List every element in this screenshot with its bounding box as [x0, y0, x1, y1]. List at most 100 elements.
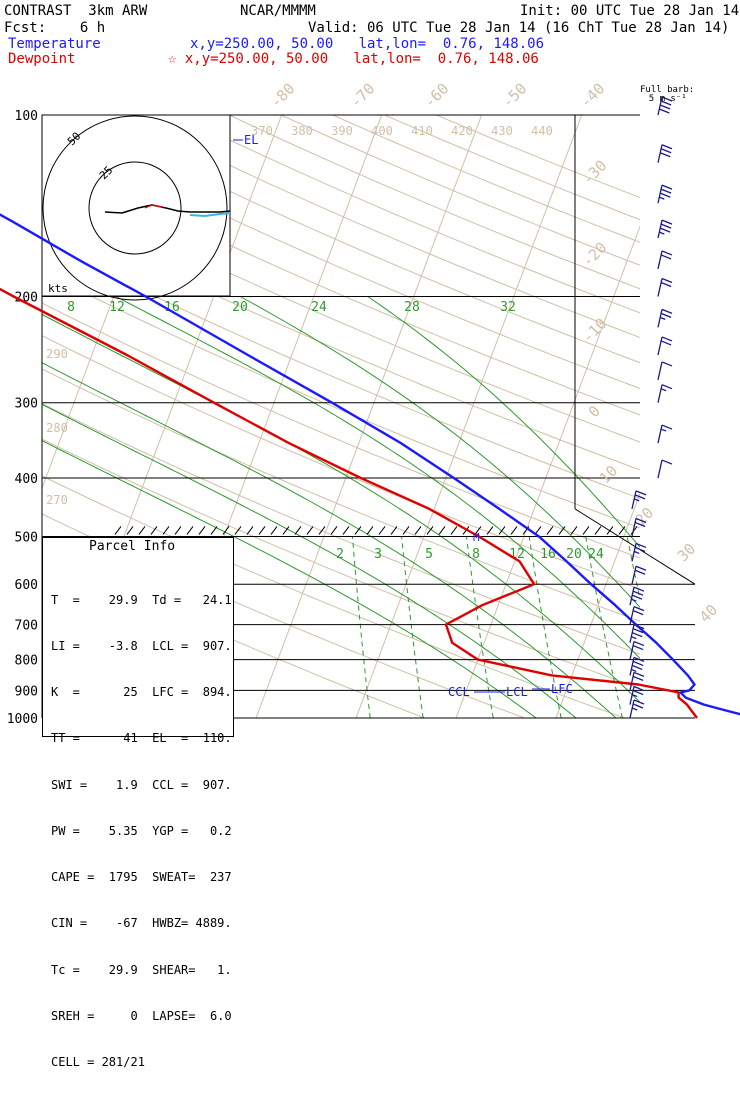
- wind-barb-flag: [632, 703, 644, 709]
- wind-barb-flag: [660, 281, 672, 288]
- parcel-row: CIN = -67 HWBZ= 4889.: [51, 916, 232, 931]
- parcel-info-title: Parcel Info: [89, 539, 176, 554]
- chart-title: CONTRAST 3km ARW: [4, 3, 148, 19]
- wind-barb-flag: [631, 594, 643, 600]
- dry-adiabat: [42, 210, 640, 471]
- dry-adiabat: [42, 152, 640, 416]
- hatch-mark: [330, 526, 338, 535]
- moist-adiabat-label: 24: [311, 300, 327, 315]
- hatch-mark: [138, 526, 146, 535]
- wind-barb-flag: [631, 632, 643, 638]
- moist-adiabat-label: 12: [109, 300, 125, 315]
- isotherm-line: [555, 492, 640, 718]
- temperature-location: x,y=250.00, 50.00 lat,lon= 0.76, 148.06: [190, 36, 545, 52]
- hatch-mark: [558, 526, 566, 535]
- wind-barb-staff: [629, 624, 635, 643]
- wind-barb-half: [660, 428, 667, 432]
- moist-adiabat-label: 20: [232, 300, 248, 315]
- dewpoint-profile: [0, 287, 698, 719]
- wind-barb-half: [633, 550, 640, 555]
- wind-barb-half: [631, 668, 637, 673]
- dry-adiabat: [42, 240, 640, 500]
- wind-barb-flag: [634, 569, 646, 575]
- mixing-ratio-line: [585, 536, 623, 718]
- hatch-mark: [354, 526, 362, 535]
- wind-barb-staff: [657, 144, 663, 163]
- hatch-mark: [270, 526, 278, 535]
- moist-adiabat-label: 8: [67, 300, 75, 315]
- theta-label: 390: [331, 124, 353, 138]
- hatch-mark: [630, 526, 638, 535]
- wind-barb-flag: [632, 689, 644, 696]
- wind-barb-half: [631, 598, 637, 602]
- wind-barb-flag: [633, 624, 645, 630]
- mixing-ratio-label: 8: [472, 547, 480, 562]
- hatch-mark: [222, 526, 230, 535]
- parcel-row: Tc = 29.9 SHEAR= 1.: [51, 962, 232, 977]
- theta-label: 370: [251, 124, 273, 138]
- pressure-tick-label: 900: [15, 684, 38, 699]
- mixing-ratio-label: 24: [588, 547, 604, 562]
- dewpoint-legend: Dewpoint: [8, 51, 76, 67]
- dry-adiabat: [42, 270, 640, 529]
- theta-label: 280: [46, 421, 68, 435]
- wind-barb-staff: [657, 219, 663, 239]
- wind-barb-staff: [657, 250, 663, 270]
- wind-barb-flag: [661, 384, 673, 390]
- wind-barb-staff: [631, 543, 637, 562]
- wind-barb-flag: [660, 148, 672, 154]
- hatch-mark: [546, 526, 554, 535]
- wind-barb-flag: [659, 192, 671, 198]
- wind-barb-flag: [661, 459, 673, 465]
- hodograph-ring-25: [88, 161, 182, 255]
- wind-barb-half: [659, 196, 665, 200]
- pressure-tick-label: 1000: [7, 712, 38, 727]
- hatch-mark: [234, 526, 242, 535]
- theta-label: 290: [46, 347, 68, 361]
- wind-barb-flag: [659, 152, 671, 158]
- pressure-tick-label: 500: [15, 530, 38, 545]
- wind-barb-staff: [629, 657, 635, 676]
- wind-barb-flag: [661, 144, 673, 150]
- theta-label: 400: [371, 124, 393, 138]
- wind-barb-flag: [661, 184, 673, 190]
- temperature-legend: Temperature: [8, 36, 101, 52]
- hatch-mark: [114, 526, 122, 535]
- hodograph-frame: [41, 114, 231, 297]
- pressure-tick-label: 600: [15, 578, 38, 593]
- wind-barb-flag: [633, 685, 645, 692]
- wind-barb-half: [660, 388, 667, 392]
- mixing-ratio-line: [528, 536, 562, 718]
- wind-barb-flag: [633, 586, 645, 592]
- hatch-mark: [498, 526, 506, 535]
- dry-adiabat: [42, 181, 640, 443]
- wind-barb-flag: [633, 605, 645, 612]
- hodograph-ring-50: [42, 115, 228, 301]
- wind-barb-half: [659, 231, 665, 235]
- wind-barb-half: [631, 636, 637, 640]
- wind-barb-flag: [633, 671, 645, 678]
- init-time: Init: 00 UTC Tue 28 Jan 14: [520, 3, 740, 19]
- pressure-tick-label: 800: [15, 654, 38, 669]
- hatch-mark: [570, 526, 578, 535]
- hatch-mark: [606, 526, 614, 535]
- dewpoint-location: ☆ x,y=250.00, 50.00 lat,lon= 0.76, 148.0…: [168, 51, 539, 67]
- parcel-info-panel: Parcel Info T = 29.9 Td = 24.1 LI = -3.8…: [42, 537, 234, 1069]
- wind-barb-flag: [660, 188, 672, 194]
- hatch-mark: [198, 526, 206, 535]
- wind-barb-staff: [631, 518, 637, 537]
- wind-barb-staff: [629, 641, 635, 660]
- parcel-row: TT = 41 EL = 110.: [51, 731, 232, 746]
- dry-adiabat: [42, 403, 640, 655]
- parcel-row: K = 25 LFC = 894.: [51, 685, 232, 700]
- wind-barb-flag: [659, 104, 671, 110]
- wind-barb-key: Full barb: 5 m s⁻¹: [640, 85, 695, 104]
- wind-barb-staff: [657, 309, 663, 328]
- hatch-mark: [366, 526, 374, 535]
- moist-adiabat-label: 16: [164, 300, 180, 315]
- hatch-mark: [162, 526, 170, 535]
- hatch-mark: [186, 526, 194, 535]
- wind-barb-flag: [632, 609, 644, 616]
- theta-label: 270: [46, 493, 68, 507]
- wind-barb-staff: [631, 566, 637, 585]
